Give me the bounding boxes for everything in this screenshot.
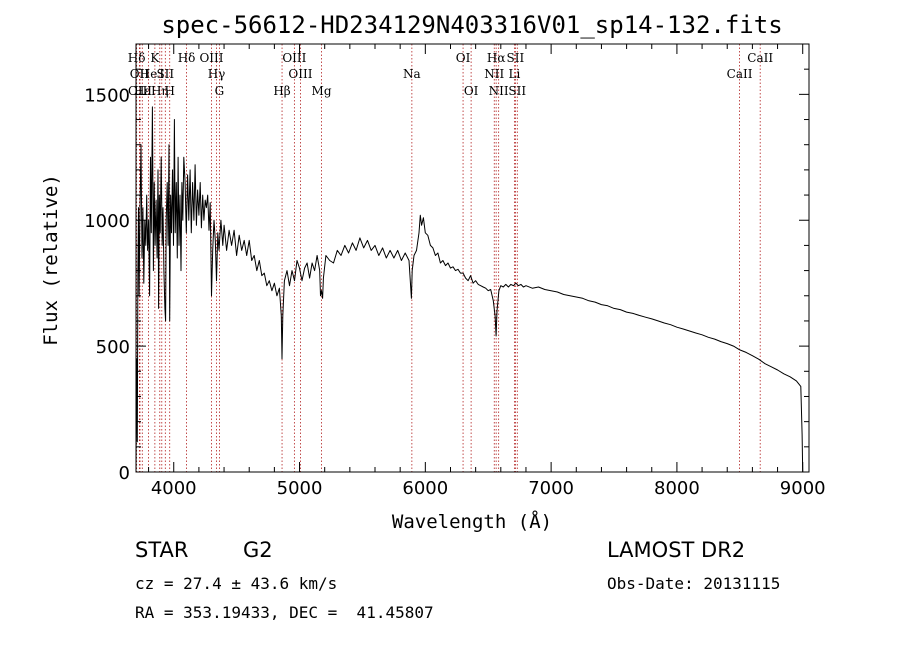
series-layer xyxy=(135,106,804,473)
y-tick-label: 500 xyxy=(96,337,130,358)
spectral-line-label: SII xyxy=(156,67,174,81)
spectral-line-label: CaII xyxy=(727,67,753,81)
x-axis-label: Wavelength (Å) xyxy=(392,510,552,533)
spectral-line-label: I xyxy=(159,67,164,81)
x-tick-label: 8000 xyxy=(654,478,700,499)
y-axis-label: Flux (relative) xyxy=(40,174,62,346)
x-tick-label: 9000 xyxy=(780,478,826,499)
y-tick-label: 1000 xyxy=(84,211,130,232)
spectral-line-label: Li xyxy=(508,67,520,81)
y-tick-label: 0 xyxy=(119,463,130,484)
object-subclass: G2 xyxy=(243,538,273,562)
spectral-line-label: H xyxy=(164,84,174,98)
spectral-line-label: SII xyxy=(508,84,526,98)
spectral-line-label: G xyxy=(215,84,225,98)
spectral-line-label: Na xyxy=(403,67,421,81)
spectral-line-label: SII xyxy=(507,51,525,65)
spectral-line-label: OII xyxy=(130,67,150,81)
x-tick-label: 7000 xyxy=(528,478,574,499)
plot-frame xyxy=(135,43,810,473)
axis-ticks-layer: 4000 5000 6000 7000 8000 9000 0 500 1000 1500 xyxy=(84,43,826,499)
spectral-line-label: Hα xyxy=(487,51,506,65)
chart-title: spec-56612-HD234129N403316V01_sp14-132.f… xyxy=(161,11,782,39)
x-tick-label: 6000 xyxy=(402,478,448,499)
spectral-line-label: Hη xyxy=(151,84,169,98)
spectral-line-label: Hδ xyxy=(178,51,196,65)
coordinates: RA = 353.19433, DEC = 41.45807 xyxy=(135,603,434,622)
redshift-cz: cz = 27.4 ± 43.6 km/s xyxy=(135,574,338,593)
spectral-line-label: Hβ xyxy=(273,84,290,98)
spectral-line-label: OI xyxy=(456,51,471,65)
y-tick-label: 1500 xyxy=(84,85,130,106)
spectral-line-label: Hδ xyxy=(128,51,146,65)
spectrum-flux-line xyxy=(135,106,804,473)
spectral-line-label: Mg xyxy=(312,84,332,98)
spectral-line-label: K xyxy=(150,51,160,65)
x-tick-label: 4000 xyxy=(151,478,197,499)
spectral-lines-layer xyxy=(136,44,761,472)
observation-date: Obs-Date: 20131115 xyxy=(607,574,781,593)
x-tick-label: 5000 xyxy=(277,478,323,499)
spectral-line-label: OIII xyxy=(282,51,306,65)
spectral-line-label: OIII xyxy=(288,67,312,81)
spectral-line-label: He xyxy=(140,67,158,81)
spectral-line-label: NII xyxy=(489,84,509,98)
spectral-line-label: NII xyxy=(484,67,504,81)
spectral-line-label: CaII xyxy=(747,51,773,65)
spectral-line-label: OIII xyxy=(199,51,223,65)
spectral-line-label: OI xyxy=(464,84,479,98)
spectral-line-label: OIII xyxy=(128,84,152,98)
survey-name: LAMOST DR2 xyxy=(607,538,746,562)
object-class: STAR xyxy=(135,538,189,562)
spectral-line-label: Hγ xyxy=(208,67,226,81)
